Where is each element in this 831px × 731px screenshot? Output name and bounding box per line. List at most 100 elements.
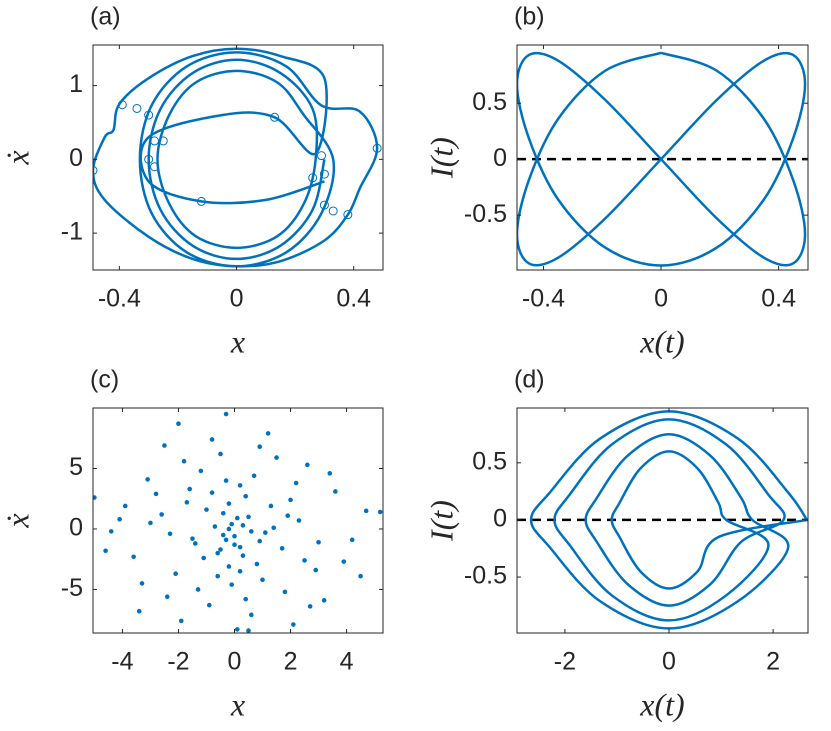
marker — [117, 100, 127, 110]
plot-area — [93, 408, 383, 633]
point — [209, 437, 215, 442]
point — [131, 554, 136, 560]
x-tick-label: -2 — [554, 648, 576, 676]
trajectory — [529, 410, 808, 630]
point — [229, 521, 234, 527]
point — [232, 533, 237, 539]
point — [218, 451, 223, 457]
point — [327, 471, 333, 476]
point — [223, 411, 229, 417]
y-tick-label: 0 — [69, 514, 83, 542]
x-tick-label: -2 — [167, 648, 189, 676]
axes-box — [516, 407, 809, 634]
y-tick-label: 5 — [69, 453, 83, 481]
point — [349, 537, 355, 543]
y-axis-label: I(t) — [423, 500, 459, 542]
marker — [328, 206, 338, 216]
point — [237, 483, 243, 488]
point — [178, 618, 184, 624]
point — [377, 509, 383, 515]
marker — [132, 103, 142, 113]
plot — [517, 51, 808, 267]
y-tick-label: 0 — [493, 505, 507, 533]
y-tick-label: -1 — [61, 218, 83, 246]
y-tick-label: 1 — [69, 70, 83, 98]
trajectory — [517, 51, 807, 267]
y-tick-label: -0.5 — [464, 562, 507, 590]
point — [249, 612, 254, 618]
marker — [270, 112, 280, 122]
point — [198, 468, 204, 474]
point — [260, 577, 265, 583]
point — [296, 518, 302, 523]
x-axis-label: x(t) — [639, 686, 684, 722]
panel: -2 0 2 -0.5 0 0.5 (d) x(t) I(t) — [423, 366, 809, 722]
marker — [319, 169, 329, 179]
point — [145, 477, 150, 482]
point — [148, 520, 153, 526]
point — [321, 598, 327, 603]
axes-box — [92, 407, 384, 634]
axes-box — [92, 44, 384, 271]
marker — [319, 200, 329, 210]
x-tick-label: 0 — [662, 648, 676, 676]
point — [243, 494, 249, 499]
point — [237, 544, 243, 550]
point — [254, 561, 260, 567]
point — [103, 548, 108, 554]
point — [279, 546, 285, 551]
point — [263, 530, 268, 535]
point — [234, 627, 240, 632]
x-tick-label: -4 — [111, 648, 133, 676]
point — [218, 547, 223, 552]
marker — [372, 143, 382, 153]
point — [316, 539, 321, 545]
x-axis-label: x(t) — [639, 323, 684, 359]
point — [226, 564, 232, 569]
point — [220, 532, 226, 538]
point — [363, 508, 369, 514]
marker — [150, 136, 160, 146]
point — [358, 573, 363, 579]
panel: -0.4 0 0.4 -1 0 1 (a) x ẋ — [0, 3, 384, 359]
point — [246, 628, 251, 633]
point — [302, 558, 307, 563]
point — [237, 569, 243, 574]
x-tick-label: 0 — [230, 285, 244, 313]
point — [285, 513, 291, 518]
point — [176, 421, 181, 427]
x-tick-label: 0 — [654, 285, 668, 313]
panel-label: (c) — [90, 366, 119, 394]
y-axis-label: I(t) — [423, 137, 459, 179]
point — [220, 510, 226, 516]
point — [187, 486, 192, 492]
x-tick-label: 2 — [766, 648, 780, 676]
marker — [343, 210, 353, 220]
point — [229, 582, 234, 587]
point — [282, 589, 288, 595]
point — [257, 538, 263, 544]
y-axis-label: ẋ — [0, 513, 35, 529]
point — [240, 553, 246, 558]
panel: -0.4 0 0.4 -0.5 0 0.5 (b) x(t) I(t) — [423, 3, 809, 359]
point — [108, 529, 114, 534]
point — [288, 497, 293, 503]
y-tick-label: -0.5 — [464, 200, 507, 228]
point — [195, 587, 201, 592]
point — [223, 478, 229, 483]
x-axis-label: x — [230, 686, 245, 722]
point — [117, 516, 122, 522]
point — [159, 512, 164, 517]
point — [184, 500, 190, 505]
plot-area — [93, 45, 383, 270]
panel-label: (a) — [90, 3, 121, 31]
point — [341, 559, 347, 564]
marker — [196, 196, 206, 206]
panel-label: (b) — [514, 3, 545, 31]
point — [181, 458, 187, 464]
point — [164, 594, 170, 600]
point — [204, 507, 209, 512]
point — [333, 489, 338, 494]
